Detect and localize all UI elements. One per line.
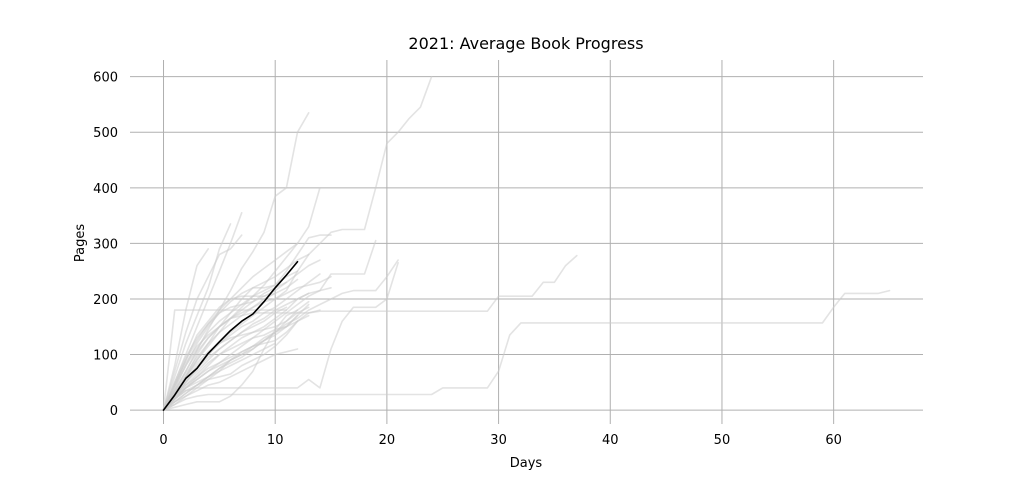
- y-tick-label: 500: [93, 126, 118, 141]
- y-tick-label: 0: [110, 404, 118, 419]
- book-progress-line: [162, 239, 377, 411]
- book-progress-line: [162, 254, 578, 411]
- x-tick-label: 30: [490, 433, 507, 448]
- y-tick-label: 100: [93, 349, 118, 364]
- book-progress-line: [162, 320, 299, 411]
- x-tick-label: 0: [159, 433, 167, 448]
- book-progress-lines: [162, 75, 891, 411]
- x-tick-label: 10: [267, 433, 284, 448]
- book-progress-line: [162, 309, 288, 411]
- book-progress-line: [162, 242, 299, 411]
- y-tick-label: 600: [93, 71, 118, 86]
- x-tick-labels: 0 10 20 30 40 50 60: [159, 433, 842, 448]
- y-axis-label: Pages: [73, 224, 88, 262]
- y-tick-label: 300: [93, 237, 118, 252]
- x-tick-label: 50: [714, 433, 731, 448]
- x-tick-label: 60: [825, 433, 842, 448]
- book-progress-line: [162, 314, 310, 411]
- y-tick-label: 400: [93, 182, 118, 197]
- book-progress-line: [162, 234, 243, 411]
- x-tick-label: 40: [602, 433, 619, 448]
- book-progress-line: [162, 289, 891, 411]
- book-progress-line: [162, 223, 232, 411]
- book-progress-line: [162, 270, 299, 411]
- y-tick-labels: 0 100 200 300 400 500 600: [93, 71, 118, 419]
- average-progress-line-group: [162, 260, 299, 411]
- x-axis-label: Days: [510, 456, 543, 471]
- book-progress-line: [162, 292, 310, 411]
- book-progress-line: [162, 306, 288, 411]
- y-tick-label: 200: [93, 293, 118, 308]
- book-progress-line: [162, 348, 299, 411]
- x-tick-label: 20: [379, 433, 396, 448]
- book-progress-line: [162, 281, 288, 411]
- chart-title: 2021: Average Book Progress: [408, 34, 643, 53]
- average-progress-line: [162, 260, 299, 411]
- grid-lines: [130, 60, 923, 424]
